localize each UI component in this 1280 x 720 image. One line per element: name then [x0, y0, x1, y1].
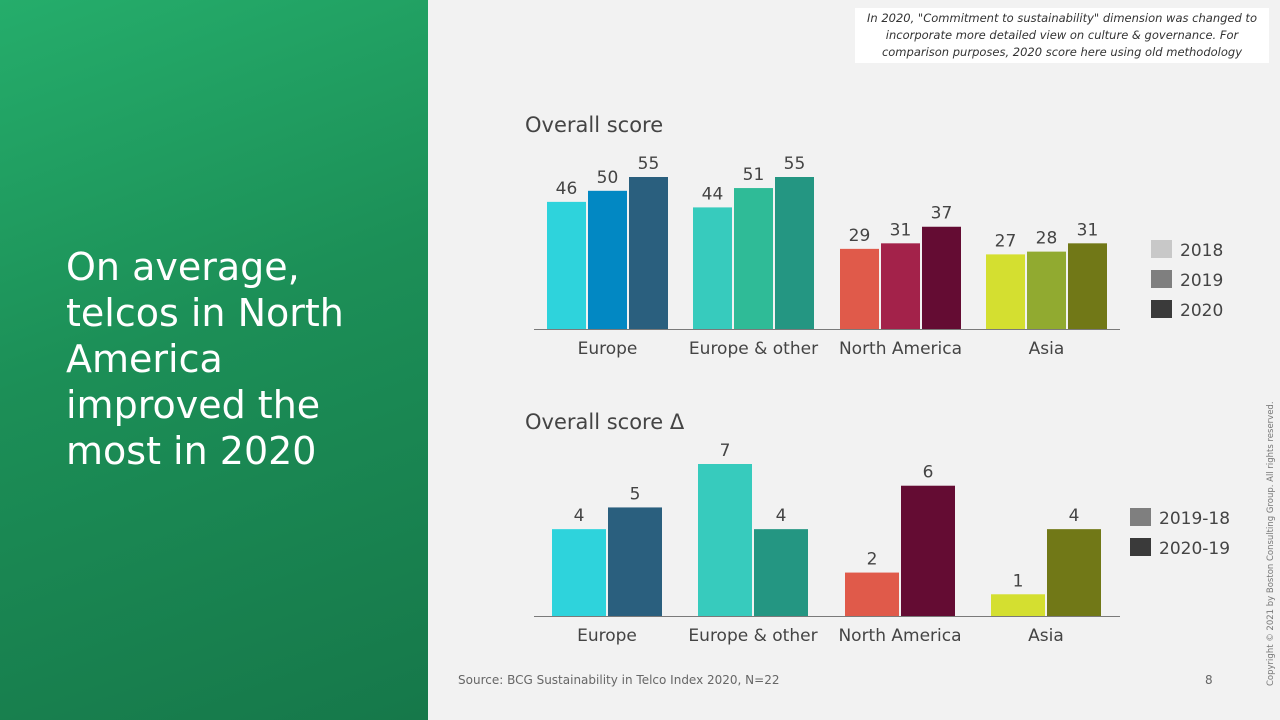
category-label: Europe: [577, 626, 637, 646]
bar-europe-other-2020-19: [754, 529, 808, 616]
data-label: 4: [776, 506, 787, 526]
bar-asia-2018: [986, 254, 1025, 329]
category-label: North America: [839, 339, 962, 359]
bar-asia-2020: [1068, 243, 1107, 329]
bar-europe-other-2019: [734, 188, 773, 329]
category-label: Asia: [1028, 626, 1064, 646]
bar-asia-2019-18: [991, 594, 1045, 616]
bar-europe-2019-18: [552, 529, 606, 616]
bar-europe-2018: [547, 201, 586, 329]
data-label: 27: [995, 231, 1017, 251]
chart-title-overall-score-delta: Overall score Δ: [525, 410, 685, 434]
data-label: 50: [597, 168, 619, 188]
bar-north-america-2019-18: [845, 572, 899, 616]
bar-north-america-2020-19: [901, 485, 955, 616]
data-label: 44: [702, 184, 724, 204]
category-label: North America: [838, 626, 961, 646]
data-label: 55: [784, 154, 806, 174]
legend-swatch-2020: [1151, 300, 1172, 318]
data-label: 46: [556, 179, 578, 199]
legend-swatch-2020-19: [1130, 538, 1151, 556]
data-label: 5: [630, 484, 641, 504]
bar-north-america-2019: [881, 243, 920, 329]
data-label: 4: [1069, 506, 1080, 526]
legend-label: 2020-19: [1159, 539, 1230, 559]
source-note: Source: BCG Sustainability in Telco Inde…: [458, 673, 780, 687]
bar-europe-other-2020: [775, 177, 814, 329]
legend-label: 2019-18: [1159, 509, 1230, 529]
data-label: 29: [849, 226, 871, 246]
bar-europe-2019: [588, 190, 627, 329]
bar-asia-2020-19: [1047, 529, 1101, 616]
bar-europe-2020: [629, 177, 668, 329]
data-label: 7: [720, 441, 731, 461]
data-label: 31: [890, 220, 912, 240]
data-label: 37: [931, 204, 953, 224]
bar-europe-other-2018: [693, 207, 732, 329]
copyright-notice: Copyright © 2021 by Boston Consulting Gr…: [1266, 401, 1276, 686]
methodology-note: In 2020, "Commitment to sustainability" …: [855, 8, 1269, 63]
legend-label: 2018: [1180, 241, 1223, 261]
chart-title-overall-score: Overall score: [525, 113, 664, 137]
category-label: Europe & other: [689, 339, 818, 359]
category-label: Europe & other: [688, 626, 817, 646]
legend-swatch-2018: [1151, 240, 1172, 258]
bar-north-america-2018: [840, 248, 879, 329]
legend-swatch-2019: [1151, 270, 1172, 288]
data-label: 28: [1036, 229, 1058, 249]
category-label: Europe: [578, 339, 638, 359]
bar-europe-2020-19: [608, 507, 662, 616]
legend-label: 2019: [1180, 271, 1223, 291]
bar-asia-2019: [1027, 251, 1066, 329]
data-label: 2: [867, 550, 878, 570]
data-label: 6: [923, 463, 934, 483]
bar-europe-other-2019-18: [698, 464, 752, 616]
data-label: 51: [743, 165, 765, 185]
page-number: 8: [1205, 673, 1213, 687]
headline: On average, telcos in North America impr…: [66, 245, 344, 473]
category-label: Asia: [1029, 339, 1065, 359]
data-label: 31: [1077, 220, 1099, 240]
legend-swatch-2019-18: [1130, 508, 1151, 526]
data-label: 1: [1013, 571, 1024, 591]
data-label: 4: [574, 506, 585, 526]
left-panel: On average, telcos in North America impr…: [0, 0, 428, 720]
bar-north-america-2020: [922, 226, 961, 329]
legend-label: 2020: [1180, 301, 1223, 321]
data-label: 55: [638, 154, 660, 174]
